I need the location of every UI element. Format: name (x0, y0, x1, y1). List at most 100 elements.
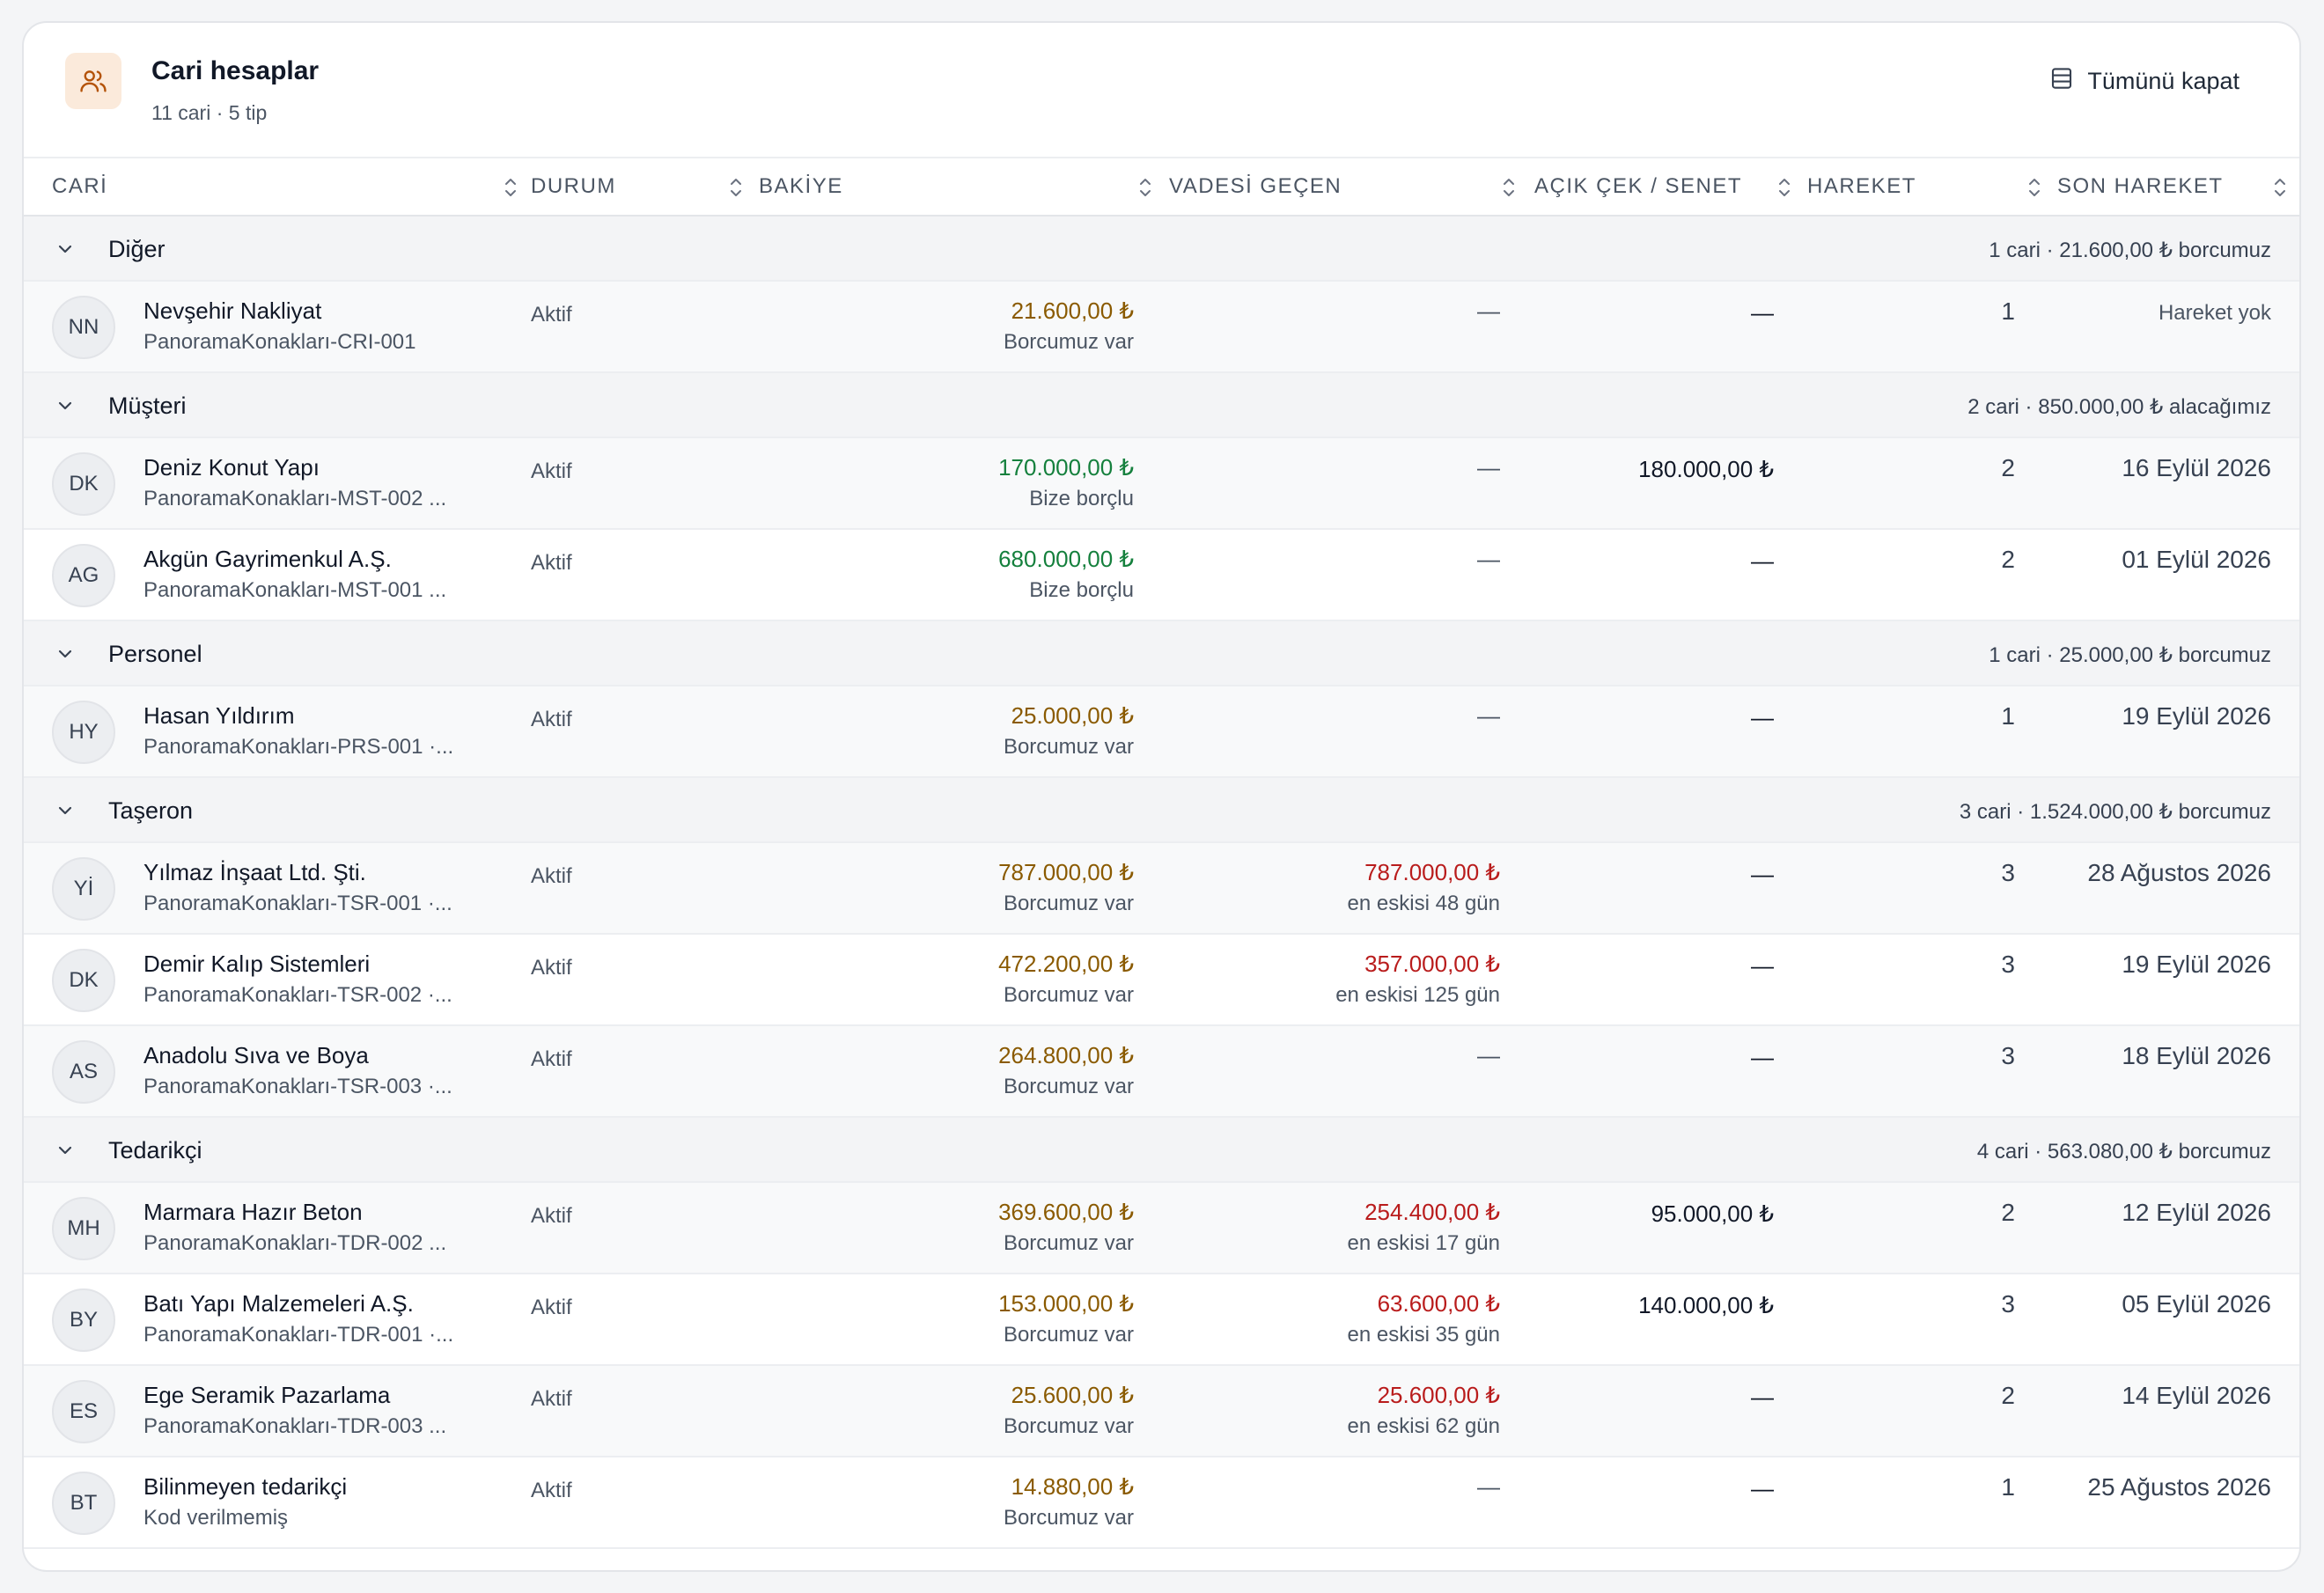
open-check-amount: 140.000,00 ₺ (1638, 1292, 1774, 1318)
account-name[interactable]: Bilinmeyen tedarikçi (143, 1473, 348, 1500)
account-name[interactable]: Anadolu Sıva ve Boya (143, 1042, 369, 1068)
status-text: Aktif (531, 1387, 572, 1411)
avatar: NN (52, 296, 115, 359)
table-row[interactable]: MH Marmara Hazır Beton PanoramaKonakları-T… (24, 1183, 2299, 1274)
table-row[interactable]: BY Batı Yapı Malzemeleri A.Ş. PanoramaKona… (24, 1274, 2299, 1366)
account-name[interactable]: Yılmaz İnşaat Ltd. Şti. (143, 859, 366, 885)
group-row[interactable]: Diğer 1 cari · 21.600,00 ₺ borcumuz (24, 217, 2299, 282)
overdue-amount: — (1477, 297, 1500, 324)
chevron-down-icon[interactable] (55, 644, 75, 668)
table-body: Diğer 1 cari · 21.600,00 ₺ borcumuz NN Nevş… (24, 217, 2299, 1549)
account-code: PanoramaKonakları-MST-002 ... (143, 487, 447, 510)
group-row[interactable]: Müşteri 2 cari · 850.000,00 ₺ alacağımız (24, 373, 2299, 438)
move-count: 1 (2001, 297, 2015, 325)
group-row[interactable]: Personel 1 cari · 25.000,00 ₺ borcumuz (24, 621, 2299, 686)
column-header-acik-cek-senet[interactable]: AÇIK ÇEK / SENET (1534, 158, 1807, 215)
overdue-amount: 63.600,00 ₺ (1377, 1290, 1500, 1317)
balance-note: Borcumuz var (1003, 892, 1134, 915)
balance-note: Borcumuz var (1003, 1506, 1134, 1530)
status-text: Aktif (531, 1047, 572, 1071)
chevron-down-icon[interactable] (55, 801, 75, 825)
avatar: BT (52, 1472, 115, 1535)
open-check-amount: — (1751, 299, 1774, 326)
account-code: PanoramaKonakları-MST-001 ... (143, 578, 447, 602)
column-label: BAKİYE (759, 174, 843, 198)
last-move-date: 19 Eylül 2026 (2122, 702, 2271, 730)
table-row[interactable]: AG Akgün Gayrimenkul A.Ş. PanoramaKonaklar… (24, 530, 2299, 621)
overdue-note: en eskisi 125 gün (1335, 983, 1500, 1007)
group-summary: 1 cari · 25.000,00 ₺ borcumuz (1989, 643, 2271, 667)
avatar: BY (52, 1288, 115, 1352)
balance-note: Borcumuz var (1003, 1075, 1134, 1098)
status-text: Aktif (531, 551, 572, 575)
last-move-date: 28 Ağustos 2026 (2087, 859, 2271, 886)
column-header-vadesi-gecen[interactable]: VADESİ GEÇEN (1169, 158, 1533, 215)
open-check-amount: 180.000,00 ₺ (1638, 456, 1774, 482)
collapse-all-button[interactable]: Tümünü kapat (2048, 62, 2239, 100)
status-text: Aktif (531, 459, 572, 483)
column-header-bakiye[interactable]: BAKİYE (759, 158, 1168, 215)
balance-amount: 369.600,00 ₺ (998, 1199, 1134, 1225)
open-check-amount: — (1751, 704, 1774, 730)
account-name[interactable]: Ege Seramik Pazarlama (143, 1382, 391, 1408)
group-row[interactable]: Tedarikçi 4 cari · 563.080,00 ₺ borcumuz (24, 1118, 2299, 1183)
sort-icon (1499, 176, 1519, 205)
group-name: Personel (108, 641, 202, 667)
chevron-down-icon[interactable] (55, 239, 75, 263)
account-code: PanoramaKonakları-TDR-002 ... (143, 1231, 447, 1255)
account-name[interactable]: Hasan Yıldırım (143, 702, 295, 729)
account-code: PanoramaKonakları-CRI-001 (143, 330, 416, 354)
balance-amount: 472.200,00 ₺ (998, 951, 1134, 977)
table-row[interactable]: HY Hasan Yıldırım PanoramaKonakları-PRS-00… (24, 686, 2299, 778)
account-name[interactable]: Demir Kalıp Sistemleri (143, 951, 371, 977)
account-name[interactable]: Marmara Hazır Beton (143, 1199, 363, 1225)
avatar: ES (52, 1380, 115, 1443)
last-move-date: 18 Eylül 2026 (2122, 1042, 2271, 1069)
page-title: Cari hesaplar (151, 56, 320, 85)
account-name[interactable]: Nevşehir Nakliyat (143, 297, 322, 324)
balance-amount: 25.600,00 ₺ (1011, 1382, 1134, 1408)
table-row[interactable]: Yİ Yılmaz İnşaat Ltd. Şti. PanoramaKonakla… (24, 843, 2299, 935)
overdue-amount: — (1477, 1473, 1500, 1500)
status-text: Aktif (531, 864, 572, 888)
balance-amount: 680.000,00 ₺ (998, 546, 1134, 572)
last-move-date: 19 Eylül 2026 (2122, 951, 2271, 978)
table-row[interactable]: DK Deniz Konut Yapı PanoramaKonakları-MST-… (24, 438, 2299, 530)
move-count: 3 (2001, 951, 2015, 978)
account-name[interactable]: Deniz Konut Yapı (143, 454, 320, 481)
account-name[interactable]: Batı Yapı Malzemeleri A.Ş. (143, 1290, 414, 1317)
table-row[interactable]: ES Ege Seramik Pazarlama PanoramaKonakları… (24, 1366, 2299, 1457)
chevron-down-icon[interactable] (55, 396, 75, 420)
last-move-date: 16 Eylül 2026 (2122, 454, 2271, 481)
open-check-amount: — (1751, 1044, 1774, 1070)
balance-note: Borcumuz var (1003, 1231, 1134, 1255)
balance-amount: 21.600,00 ₺ (1011, 297, 1134, 324)
avatar: DK (52, 452, 115, 516)
open-check-amount: — (1751, 547, 1774, 574)
balance-amount: 264.800,00 ₺ (998, 1042, 1134, 1068)
account-name[interactable]: Akgün Gayrimenkul A.Ş. (143, 546, 392, 572)
sort-icon (1136, 176, 1155, 205)
balance-note: Borcumuz var (1003, 983, 1134, 1007)
group-name: Tedarikçi (108, 1137, 202, 1164)
avatar: AG (52, 544, 115, 607)
group-name: Taşeron (108, 797, 194, 824)
column-header-cari[interactable]: CARİ (52, 158, 532, 215)
overdue-note: en eskisi 17 gün (1347, 1231, 1500, 1255)
overdue-note: en eskisi 62 gün (1347, 1414, 1500, 1438)
table-row[interactable]: NN Nevşehir Nakliyat PanoramaKonakları-CRI… (24, 282, 2299, 373)
open-check-amount: — (1751, 1475, 1774, 1501)
balance-note: Borcumuz var (1003, 330, 1134, 354)
balance-note: Borcumuz var (1003, 1323, 1134, 1347)
column-header-durum[interactable]: DURUM (531, 158, 760, 215)
avatar: Yİ (52, 857, 115, 921)
column-header-hareket[interactable]: HAREKET (1807, 158, 2057, 215)
group-row[interactable]: Taşeron 3 cari · 1.524.000,00 ₺ borcumuz (24, 778, 2299, 843)
table-row[interactable]: DK Demir Kalıp Sistemleri PanoramaKonaklar… (24, 935, 2299, 1026)
chevron-down-icon[interactable] (55, 1141, 75, 1164)
avatar: HY (52, 701, 115, 764)
sort-icon (726, 176, 746, 205)
table-row[interactable]: BT Bilinmeyen tedarikçi Kod verilmemiş Akti… (24, 1457, 2299, 1549)
table-row[interactable]: AS Anadolu Sıva ve Boya PanoramaKonakları-… (24, 1026, 2299, 1118)
column-header-son-hareket[interactable]: SON HAREKET (2057, 158, 2295, 215)
